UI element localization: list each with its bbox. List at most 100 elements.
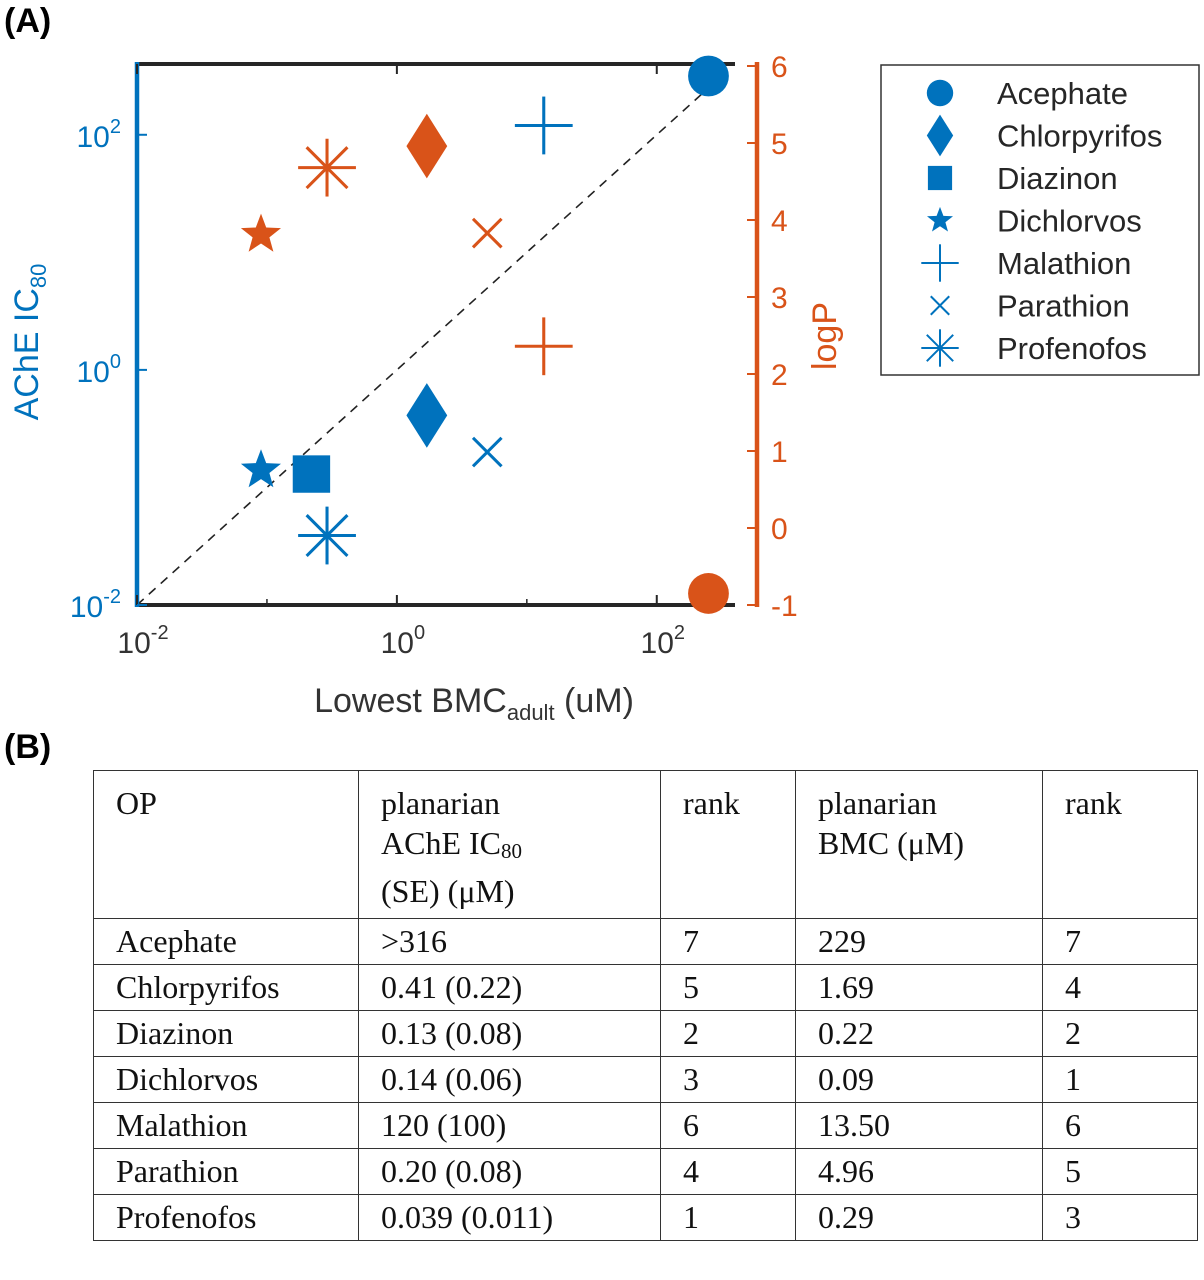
table-header-cell: rank xyxy=(660,770,796,919)
x-tick-label: 10-2 xyxy=(117,622,168,660)
table-cell: 13.50 xyxy=(795,1102,1043,1149)
table-cell: 2 xyxy=(1042,1010,1198,1057)
legend-label-diazinon: Diazinon xyxy=(997,161,1118,196)
header-subscript: 80 xyxy=(501,839,522,863)
legend-marker-profenofos xyxy=(921,329,959,367)
point-ic80-malathion xyxy=(514,96,573,155)
y-right-tick-label: 3 xyxy=(771,282,788,315)
table-header-cell: planarian AChE IC80 (SE) (μM) xyxy=(358,770,661,919)
x-axis-label: Lowest BMCadult (uM) xyxy=(314,682,634,725)
x-axis-label-part: Lowest BMC xyxy=(314,682,507,720)
table-cell: Parathion xyxy=(93,1148,359,1195)
table-cell: 1 xyxy=(1042,1056,1198,1103)
y-left-axis-label: AChE IC80 xyxy=(8,264,51,421)
diagonal-line xyxy=(136,87,710,606)
table-cell: 0.039 (0.011) xyxy=(358,1194,661,1241)
panel-label-b: (B) xyxy=(4,728,52,766)
x-tick-label-exp: 2 xyxy=(674,622,685,644)
table-cell: 6 xyxy=(1042,1102,1198,1149)
header-line: (SE) (μM) xyxy=(381,873,515,909)
point-ic80-diazinon xyxy=(292,455,331,493)
y-left-tick-label-base: 10 xyxy=(70,591,103,624)
table-cell: 4 xyxy=(1042,964,1198,1011)
table-header-cell: rank xyxy=(1042,770,1198,919)
table-cell: 0.29 xyxy=(795,1194,1043,1241)
x-tick-label-base: 10 xyxy=(641,627,674,660)
table-cell: 1 xyxy=(660,1194,796,1241)
x-tick-label: 100 xyxy=(381,622,426,660)
legend-marker-chlorpyrifos xyxy=(926,114,954,157)
table-row: Malathion 120 (100) 6 13.50 6 xyxy=(93,1102,1198,1149)
legend-label-malathion: Malathion xyxy=(997,246,1131,281)
x-tick-label-base: 10 xyxy=(381,627,414,660)
y-right-tick-label: 0 xyxy=(771,513,788,546)
legend-label-chlorpyrifos: Chlorpyrifos xyxy=(997,119,1162,154)
legend-marker-parathion-stroke xyxy=(930,295,950,316)
point-logp-parathion xyxy=(471,217,503,249)
header-line: OP xyxy=(116,785,157,821)
legend-label-acephate: Acephate xyxy=(997,76,1128,111)
table-cell: 7 xyxy=(660,918,796,965)
table-cell: >316 xyxy=(358,918,661,965)
table-cell: 5 xyxy=(1042,1148,1198,1195)
table-cell: 3 xyxy=(1042,1194,1198,1241)
point-ic80-profenofos xyxy=(298,506,356,565)
table-cell: 0.14 (0.06) xyxy=(358,1056,661,1103)
header-line: BMC (μM) xyxy=(818,825,965,861)
table-cell: 7 xyxy=(1042,918,1198,965)
table-cell: 3 xyxy=(660,1056,796,1103)
y-left-tick-label-base: 10 xyxy=(77,356,110,389)
point-ic80-dichlorvos xyxy=(240,449,281,488)
x-tick-label: 102 xyxy=(641,622,686,660)
table-row: Acephate >316 7 229 7 xyxy=(93,918,1198,965)
legend-marker-profenofos-stroke xyxy=(926,334,954,362)
x-tick-label-exp: 0 xyxy=(414,622,425,644)
point-logp-malathion xyxy=(514,317,573,376)
header-line: AChE IC80 xyxy=(381,825,522,863)
table-cell: 0.09 xyxy=(795,1056,1043,1103)
point-logp-profenofos xyxy=(298,138,356,197)
x-axis-label-part: adult xyxy=(507,700,555,725)
table-cell: Acephate xyxy=(93,918,359,965)
table-cell: Chlorpyrifos xyxy=(93,964,359,1011)
legend-marker-dichlorvos xyxy=(927,206,953,232)
point-ic80-chlorpyrifos xyxy=(406,383,448,448)
table-cell: Profenofos xyxy=(93,1194,359,1241)
point-ic80-parathion-stroke xyxy=(471,436,503,468)
y-left-tick-label: 10-2 xyxy=(70,586,121,624)
panel-label-a: (A) xyxy=(4,2,52,40)
y-left-tick-label-base: 10 xyxy=(77,121,110,154)
table-cell: 4.96 xyxy=(795,1148,1043,1195)
point-ic80-acephate xyxy=(688,55,729,97)
table-row: Diazinon 0.13 (0.08) 2 0.22 2 xyxy=(93,1010,1198,1057)
y-left-tick-label: 100 xyxy=(77,351,122,389)
legend-label-profenofos: Profenofos xyxy=(997,331,1147,366)
table-header-row: OP planarian AChE IC80 (SE) (μM) rank planari… xyxy=(93,770,1198,919)
legend-marker-malathion xyxy=(921,244,959,282)
table-cell: 6 xyxy=(660,1102,796,1149)
point-logp-dichlorvos xyxy=(240,213,281,252)
table-cell: 1.69 xyxy=(795,964,1043,1011)
y-left-tick-label-exp: 0 xyxy=(110,351,121,373)
y-left-tick-label: 102 xyxy=(77,116,122,154)
header-line: planarian xyxy=(818,785,938,821)
y-left-tick-label-exp: -2 xyxy=(103,586,121,608)
y-right-tick-label: 4 xyxy=(771,205,788,238)
legend-marker-acephate xyxy=(926,79,954,107)
y-right-tick-label: -1 xyxy=(771,590,798,623)
op-table: OP planarian AChE IC80 (SE) (μM) rank planari… xyxy=(93,770,1198,1241)
legend-label-parathion: Parathion xyxy=(997,289,1130,324)
table-cell: 120 (100) xyxy=(358,1102,661,1149)
legend-marker-diazinon xyxy=(927,165,953,191)
table-cell: 0.13 (0.08) xyxy=(358,1010,661,1057)
y-right-tick-label: 2 xyxy=(771,359,788,392)
x-tick-label-base: 10 xyxy=(117,627,150,660)
y-right-tick-label: 6 xyxy=(771,51,788,84)
y-left-axis-label-part: AChE IC xyxy=(8,288,46,420)
point-ic80-parathion xyxy=(471,436,503,468)
legend-marker-parathion xyxy=(930,295,950,316)
table-cell: 0.22 xyxy=(795,1010,1043,1057)
header-line: rank xyxy=(1065,785,1122,821)
point-ic80-profenofos-stroke xyxy=(305,514,349,557)
table-cell: 229 xyxy=(795,918,1043,965)
